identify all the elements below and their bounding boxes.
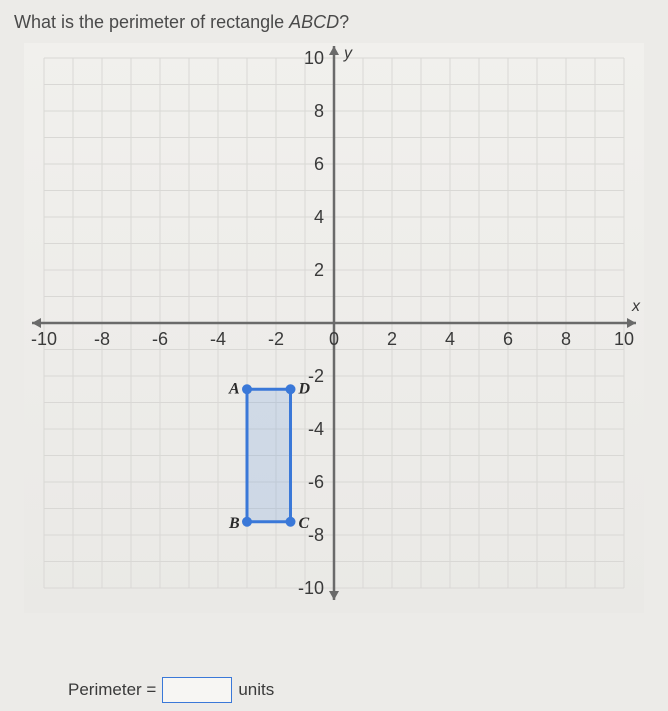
- svg-text:8: 8: [561, 329, 571, 349]
- question-suffix: ?: [339, 12, 349, 32]
- svg-text:0: 0: [329, 329, 339, 349]
- perimeter-input[interactable]: [162, 677, 232, 703]
- svg-text:2: 2: [387, 329, 397, 349]
- answer-units: units: [238, 680, 274, 700]
- svg-text:-6: -6: [152, 329, 168, 349]
- svg-text:D: D: [298, 380, 311, 397]
- svg-text:-2: -2: [268, 329, 284, 349]
- question-shape-name: ABCD: [289, 12, 339, 32]
- svg-text:4: 4: [445, 329, 455, 349]
- svg-text:C: C: [299, 515, 310, 532]
- svg-text:4: 4: [314, 207, 324, 227]
- question-prefix: What is the perimeter of rectangle: [14, 12, 289, 32]
- svg-text:10: 10: [614, 329, 634, 349]
- coordinate-grid-chart: -10-8-6-4-20246810108642-2-4-6-8-10xyADC…: [24, 43, 644, 613]
- svg-text:-2: -2: [308, 366, 324, 386]
- svg-text:6: 6: [503, 329, 513, 349]
- svg-text:-8: -8: [94, 329, 110, 349]
- svg-text:B: B: [228, 515, 240, 532]
- answer-label: Perimeter =: [68, 680, 156, 700]
- svg-text:x: x: [631, 298, 641, 315]
- svg-text:-10: -10: [298, 578, 324, 598]
- svg-text:-6: -6: [308, 472, 324, 492]
- svg-text:-10: -10: [31, 329, 57, 349]
- svg-text:8: 8: [314, 101, 324, 121]
- answer-row: Perimeter = units: [68, 677, 274, 703]
- question-text: What is the perimeter of rectangle ABCD?: [0, 0, 668, 43]
- grid-svg: -10-8-6-4-20246810108642-2-4-6-8-10xyADC…: [24, 43, 644, 613]
- svg-text:-4: -4: [308, 419, 324, 439]
- svg-text:2: 2: [314, 260, 324, 280]
- svg-text:A: A: [228, 380, 240, 397]
- svg-text:-4: -4: [210, 329, 226, 349]
- svg-text:-8: -8: [308, 525, 324, 545]
- svg-text:10: 10: [304, 48, 324, 68]
- svg-text:y: y: [343, 45, 353, 62]
- svg-text:6: 6: [314, 154, 324, 174]
